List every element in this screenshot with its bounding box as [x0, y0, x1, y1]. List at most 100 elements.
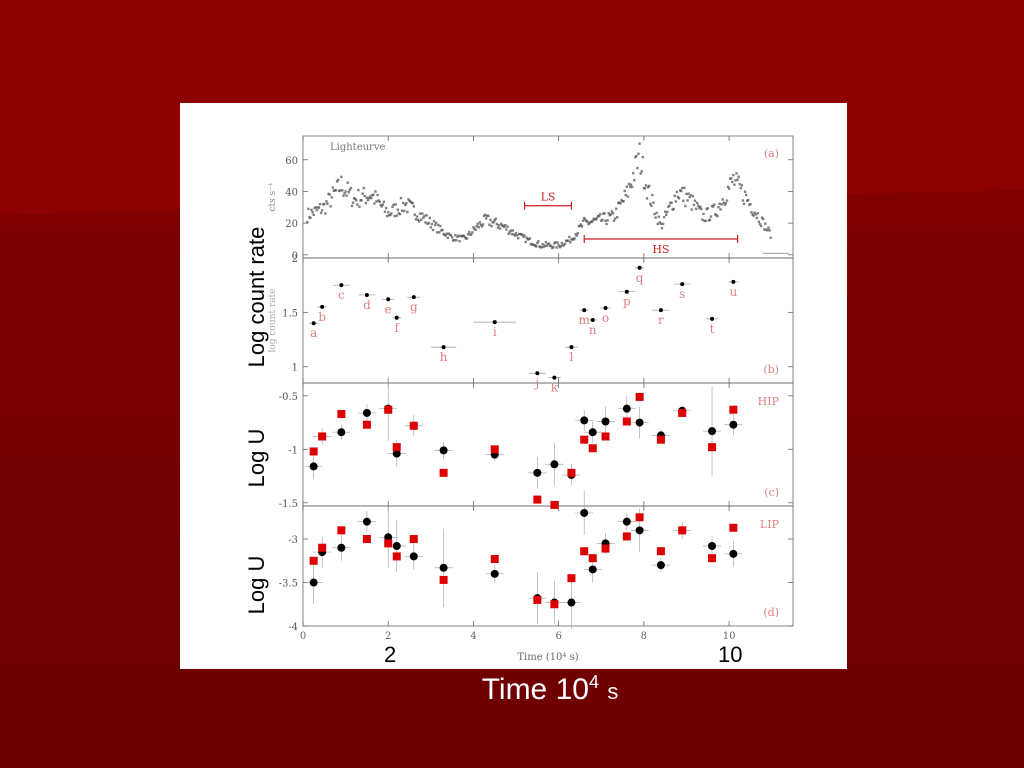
lightcurve-point: [643, 187, 647, 190]
lightcurve-point: [375, 200, 378, 203]
lightcurve-point: [310, 208, 313, 212]
lightcurve-point: [458, 240, 461, 243]
lightcurve-point: [741, 199, 745, 202]
lightcurve-point: [477, 226, 480, 229]
lightcurve-point: [516, 236, 520, 240]
lightcurve-point: [323, 202, 326, 206]
lightcurve-point: [425, 214, 428, 217]
lightcurve-point: [465, 237, 469, 240]
lightcurve-point: [471, 231, 474, 234]
countrate-point: [386, 297, 391, 302]
lightcurve-point: [605, 222, 608, 226]
lightcurve-point: [616, 216, 619, 219]
lightcurve-point: [573, 237, 576, 240]
panel-tag-b: (b): [763, 363, 779, 376]
multi-panel-chart: 0204060(a)11.52(b)-0.5-1-1.5(c)-3-3.5-4(…: [268, 135, 794, 663]
lightcurve-point: [454, 233, 457, 237]
countrate-point: [731, 279, 736, 284]
countrate-point-label: d: [363, 298, 371, 312]
lightcurve-point: [624, 193, 627, 197]
lightcurve-point: [639, 172, 642, 175]
lightcurve-point: [436, 231, 439, 234]
lightcurve-point: [353, 197, 357, 201]
xlabel-main: Time 10: [481, 673, 589, 706]
lightcurve-point: [362, 186, 365, 190]
lightcurve-point: [309, 216, 312, 220]
lightcurve-point: [547, 242, 551, 245]
lightcurve-point: [626, 195, 630, 198]
lightcurve-point: [661, 222, 665, 226]
lightcurve-point: [575, 234, 578, 237]
xtick-label: 2: [385, 631, 391, 642]
lightcurve-point: [740, 184, 744, 187]
countrate-point-label: f: [395, 321, 401, 335]
xtick-label: 6: [555, 631, 561, 642]
lightcurve-point: [641, 155, 645, 159]
countrate-point-label: k: [551, 381, 559, 395]
lightcurve-point: [576, 232, 580, 235]
ytick-label-a: 0: [292, 251, 298, 262]
lightcurve-point: [658, 221, 662, 224]
lightcurve-point: [744, 193, 748, 197]
lightcurve-point: [498, 227, 502, 230]
lightcurve-point: [349, 186, 353, 190]
lightcurve-point: [603, 212, 606, 215]
ylabel-log-count-rate: Log count rate: [244, 226, 269, 368]
series-black-point-d: [409, 552, 418, 561]
lightcurve-point: [717, 206, 720, 209]
lightcurve-point: [357, 188, 360, 192]
lightcurve-point: [434, 221, 438, 225]
lightcurve-point: [522, 235, 525, 238]
lightcurve-point: [415, 215, 419, 218]
lightcurve-point: [581, 219, 585, 222]
countrate-point-label: u: [729, 285, 737, 299]
lightcurve-point: [686, 199, 689, 202]
series-red-point-c: [550, 500, 559, 509]
series-red-point-c: [729, 405, 738, 414]
series-red-point-c: [656, 435, 665, 444]
series-red-point-c: [337, 410, 346, 419]
series-red-point-d: [580, 547, 589, 556]
lightcurve-point: [315, 208, 319, 212]
countrate-point-label: n: [589, 323, 597, 337]
lightcurve-point: [670, 201, 673, 205]
lightcurve-point: [609, 213, 613, 216]
countrate-point: [569, 345, 574, 350]
countrate-point-label: q: [636, 271, 644, 285]
lightcurve-point: [344, 190, 347, 193]
countrate-point-label: i: [493, 325, 497, 339]
lightcurve-point: [513, 234, 517, 237]
lightcurve-point: [662, 215, 666, 219]
lightcurve-point: [330, 196, 333, 199]
lightcurve-point: [431, 228, 435, 232]
lightcurve-point: [594, 218, 598, 221]
lightcurve-point: [619, 202, 622, 205]
series-red-point-c: [318, 432, 327, 441]
lightcurve-point: [325, 200, 328, 203]
xlabel-unit: s: [607, 679, 619, 704]
lightcurve-point: [668, 204, 671, 207]
lightcurve-point: [414, 218, 418, 221]
ytick-label-c: -1: [288, 445, 298, 456]
lightcurve-point: [612, 219, 616, 222]
lightcurve-point: [761, 217, 765, 221]
lightcurve-point: [688, 195, 691, 199]
lightcurve-point: [384, 206, 388, 210]
lightcurve-point: [358, 205, 361, 208]
lightcurve-point: [557, 244, 560, 247]
lightcurve-point: [490, 224, 493, 228]
overlay-xtick-2: 2: [384, 642, 397, 667]
countrate-point: [637, 265, 642, 270]
series-red-point-c: [635, 392, 644, 401]
lightcurve-point: [663, 210, 667, 213]
lightcurve-point: [378, 200, 381, 203]
lightcurve-point: [441, 228, 444, 232]
lightcurve-point: [492, 220, 495, 224]
series-red-point-c: [384, 405, 393, 414]
countrate-point: [441, 345, 446, 350]
countrate-point-label: j: [533, 376, 539, 390]
xaxis-label: Time (10⁴ s): [517, 652, 578, 663]
lightcurve-point: [511, 229, 515, 232]
lightcurve-point: [348, 188, 352, 191]
lightcurve-point: [578, 224, 582, 228]
